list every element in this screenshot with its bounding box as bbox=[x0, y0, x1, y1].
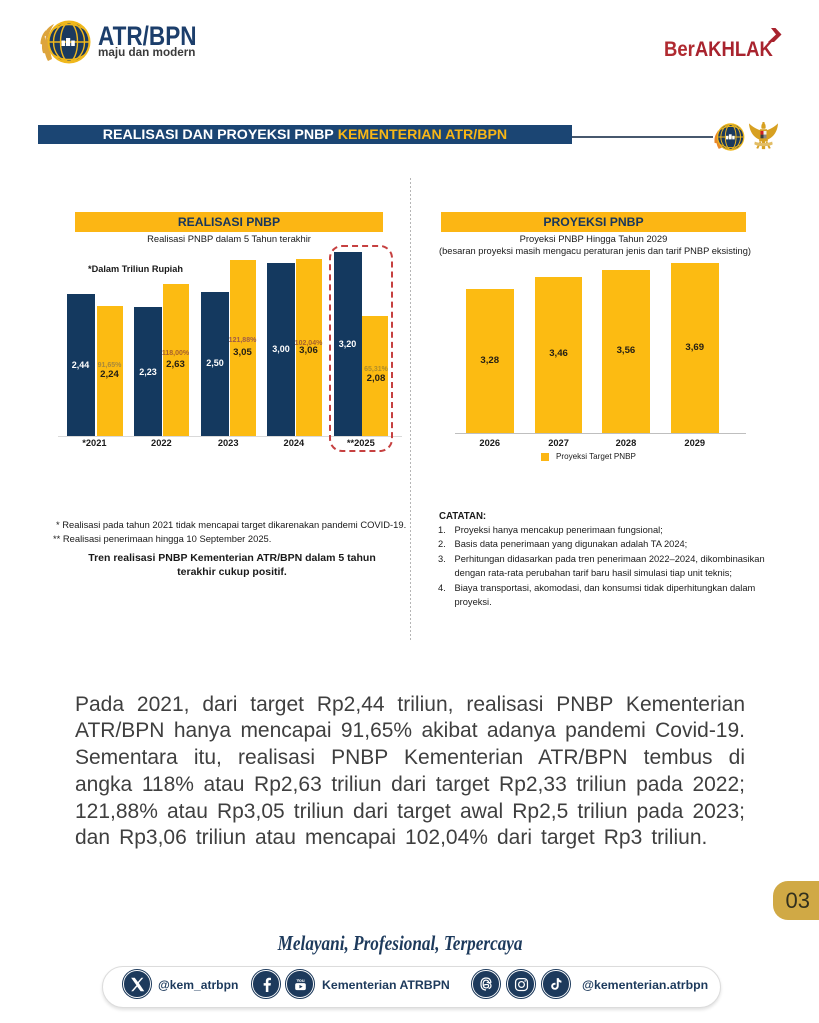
svg-text:You: You bbox=[296, 978, 305, 983]
